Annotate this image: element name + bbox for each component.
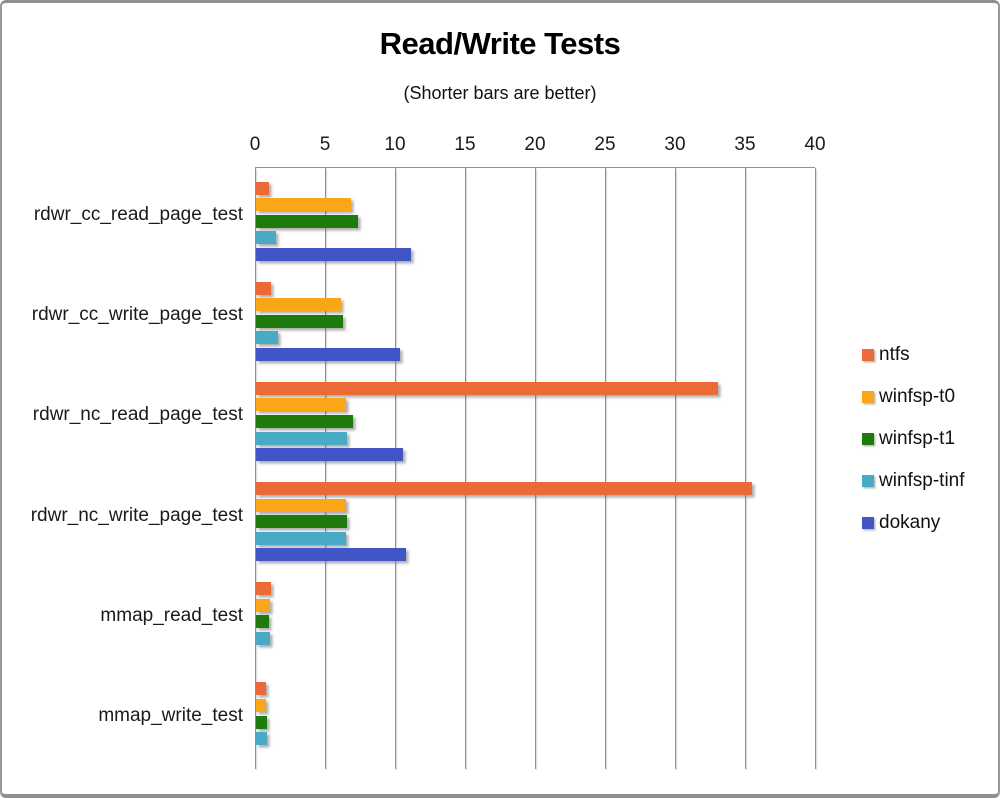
- chart-title: Read/Write Tests: [379, 26, 621, 61]
- bar-winfsp-t0-mmap_read_test: [256, 598, 270, 612]
- bar-winfsp-t0-rdwr_nc_write_page_test: [256, 498, 346, 512]
- category-label: rdwr_nc_read_page_test: [32, 404, 243, 426]
- bar-winfsp-t0-rdwr_nc_read_page_test: [256, 398, 346, 412]
- bar-winfsp-t0-mmap_write_test: [256, 698, 266, 712]
- bar-winfsp-tinf-mmap_read_test: [256, 631, 270, 645]
- bar-winfsp-t1-mmap_write_test: [256, 715, 267, 729]
- bar-winfsp-t0-rdwr_cc_read_page_test: [256, 198, 352, 212]
- legend-label: winfsp-t1: [879, 428, 956, 449]
- gridline-x-25: [605, 168, 606, 769]
- legend-label: ntfs: [879, 344, 910, 365]
- gridline-x-15: [465, 168, 466, 769]
- bar-winfsp-t1-mmap_read_test: [256, 615, 270, 629]
- bar-winfsp-t1-rdwr_cc_write_page_test: [256, 314, 343, 328]
- x-tick-label: 0: [249, 134, 261, 155]
- category-label: rdwr_cc_write_page_test: [31, 304, 243, 326]
- bar-winfsp-t1-rdwr_nc_read_page_test: [256, 415, 353, 429]
- x-tick-label: 40: [804, 134, 826, 155]
- chart-subtitle: (Shorter bars are better): [403, 83, 597, 103]
- bar-ntfs-rdwr_cc_write_page_test: [256, 281, 272, 295]
- gridline-x-10: [395, 168, 396, 769]
- gridline-x-0: [255, 168, 256, 769]
- x-tick-label: 15: [454, 134, 476, 155]
- legend-item-winfsp-t1: winfsp-t1: [862, 428, 965, 450]
- category-label: rdwr_nc_write_page_test: [30, 504, 243, 526]
- plot-area: [255, 167, 816, 769]
- bar-winfsp-tinf-rdwr_cc_write_page_test: [256, 331, 279, 345]
- bar-ntfs-rdwr_nc_read_page_test: [256, 381, 718, 395]
- gridline-x-5: [325, 168, 326, 769]
- x-tick-label: 30: [664, 134, 686, 155]
- legend-swatch-icon: [862, 517, 874, 529]
- x-tick-label: 20: [524, 134, 546, 155]
- legend-label: winfsp-tinf: [879, 470, 965, 491]
- legend-swatch-icon: [862, 475, 874, 487]
- legend-item-ntfs: ntfs: [862, 344, 965, 366]
- bar-ntfs-rdwr_cc_read_page_test: [256, 181, 269, 195]
- legend: ntfs winfsp-t0 winfsp-t1 winfsp-tinf dokany: [862, 344, 965, 554]
- legend-swatch-icon: [862, 391, 874, 403]
- legend-label: dokany: [879, 512, 941, 533]
- bar-ntfs-mmap_read_test: [256, 582, 272, 596]
- bar-dokany-rdwr_cc_read_page_test: [256, 247, 412, 261]
- x-tick-label: 35: [734, 134, 756, 155]
- bar-winfsp-t0-rdwr_cc_write_page_test: [256, 298, 342, 312]
- gridline-x-20: [535, 168, 536, 769]
- bar-ntfs-mmap_write_test: [256, 682, 266, 696]
- bar-dokany-rdwr_nc_read_page_test: [256, 448, 403, 462]
- category-label: rdwr_cc_read_page_test: [33, 204, 243, 226]
- legend-item-winfsp-t0: winfsp-t0: [862, 386, 965, 408]
- bar-dokany-rdwr_cc_write_page_test: [256, 348, 401, 362]
- bar-winfsp-t1-rdwr_nc_write_page_test: [256, 515, 347, 529]
- legend-label: winfsp-t0: [879, 386, 956, 407]
- x-tick-label: 5: [319, 134, 331, 155]
- x-tick-label: 10: [384, 134, 406, 155]
- bar-ntfs-rdwr_nc_write_page_test: [256, 482, 752, 495]
- gridline-x-30: [675, 168, 676, 769]
- category-label: mmap_read_test: [100, 604, 243, 626]
- bar-winfsp-tinf-rdwr_cc_read_page_test: [256, 231, 276, 245]
- bar-winfsp-t1-rdwr_cc_read_page_test: [256, 214, 359, 228]
- category-label: mmap_write_test: [98, 704, 243, 726]
- legend-item-winfsp-tinf: winfsp-tinf: [862, 470, 965, 492]
- gridline-x-35: [745, 168, 746, 769]
- legend-swatch-icon: [862, 433, 874, 445]
- bar-dokany-rdwr_nc_write_page_test: [256, 548, 406, 562]
- bar-winfsp-tinf-rdwr_nc_write_page_test: [256, 531, 346, 545]
- x-tick-label: 25: [594, 134, 616, 155]
- bar-winfsp-tinf-mmap_write_test: [256, 732, 268, 746]
- legend-item-dokany: dokany: [862, 512, 965, 534]
- legend-swatch-icon: [862, 349, 874, 361]
- gridline-x-40: [815, 168, 816, 769]
- bar-winfsp-tinf-rdwr_nc_read_page_test: [256, 431, 347, 445]
